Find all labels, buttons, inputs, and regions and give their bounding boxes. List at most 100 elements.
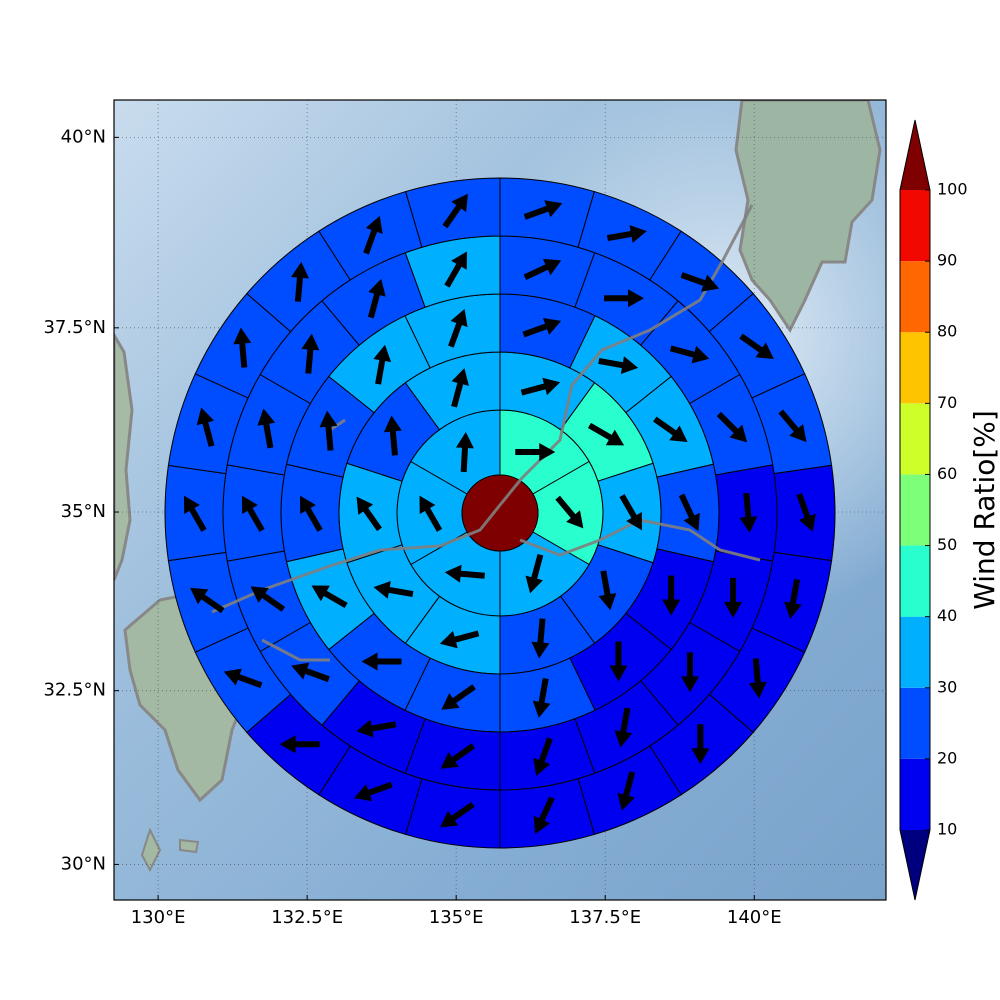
wind-arrow — [598, 356, 639, 375]
wind-arrow — [291, 662, 330, 683]
wind-arrow — [619, 494, 642, 531]
land-islands — [140, 827, 200, 873]
wind-arrow — [678, 493, 700, 532]
colorbar-tick-label: 70 — [937, 393, 957, 412]
wind-arrow — [778, 409, 807, 443]
x-tick-label: 135°E — [429, 907, 484, 928]
wind-arrow — [300, 495, 323, 532]
wind-arrow — [451, 368, 469, 408]
colorbar-over — [900, 120, 930, 190]
wind-arrow — [190, 587, 225, 614]
colorbar-tick-label: 40 — [937, 606, 957, 625]
y-tick-label: 37.5°N — [43, 317, 106, 338]
wind-arrow — [442, 193, 468, 229]
wind-arrow — [598, 570, 617, 611]
colorbar-tick-label: 60 — [937, 464, 957, 483]
wind-arrow — [356, 496, 382, 532]
axis-labels: 130°E 132.5°E 135°E 137.5°E 140°E 30°N 32.5°N 3… — [43, 126, 781, 928]
wind-arrow — [523, 200, 563, 220]
wind-arrow — [440, 801, 475, 828]
colorbar-tick-label: 10 — [937, 820, 957, 839]
wind-arrow — [367, 278, 386, 319]
colorbar-tick-label: 80 — [937, 322, 957, 341]
wind-arrow — [653, 416, 688, 443]
wind-cell — [499, 177, 596, 248]
colorbar-segment — [900, 190, 930, 262]
wind-arrow — [739, 492, 758, 533]
wind-arrow — [533, 737, 553, 777]
wind-arrow — [515, 442, 556, 461]
wind-arrow — [525, 553, 544, 594]
wind-arrow — [279, 735, 320, 754]
wind-arrow — [523, 258, 562, 280]
wind-arrow — [363, 215, 383, 255]
y-tick-label: 30°N — [61, 853, 106, 874]
colorbar-tick-label: 100 — [937, 180, 968, 199]
wind-arrow — [439, 630, 480, 649]
y-tick-label: 35°N — [61, 501, 106, 522]
colorbar-segment — [900, 261, 930, 333]
wind-arrow — [242, 495, 265, 532]
colorbar-label: Wind Ratio[%] — [968, 410, 1000, 610]
wind-arrow — [373, 581, 414, 599]
wind-arrow — [301, 333, 320, 374]
wind-arrow — [784, 578, 802, 619]
colorbar-tick-label: 20 — [937, 748, 957, 767]
colorbar-under — [900, 830, 930, 900]
wind-arrow — [455, 431, 474, 473]
wind-arrow — [691, 724, 710, 765]
wind-arrow — [739, 333, 774, 360]
wind-arrow — [555, 495, 584, 529]
wind-arrow — [196, 407, 215, 447]
colorbar-segment — [900, 474, 930, 546]
wind-arrow — [354, 781, 393, 802]
colorbar-segment — [900, 687, 930, 759]
wind-arrow — [440, 743, 476, 769]
wind-arrow — [444, 251, 467, 288]
wind-arrow — [606, 225, 647, 243]
colorbar-tick-label: 30 — [937, 677, 957, 696]
wind-cell — [404, 778, 501, 849]
wind-arrow — [617, 771, 636, 811]
colorbar-segment — [900, 545, 930, 617]
wind-cells — [164, 177, 836, 849]
wind-arrow — [796, 493, 816, 532]
wind-arrow — [419, 495, 443, 532]
colorbar: 10 20 30 40 50 60 70 80 90 100 Wind Ratio[%] — [899, 119, 1000, 901]
x-tick-label: 130°E — [131, 907, 186, 928]
wind-arrow — [290, 261, 309, 302]
wind-arrow — [520, 377, 561, 396]
wind-arrow — [669, 345, 710, 364]
wind-arrow — [614, 707, 633, 748]
wind-arrow — [250, 586, 286, 612]
colorbar-tick-label: 90 — [937, 251, 957, 270]
wind-arrow — [587, 422, 625, 446]
colorbar-segment — [900, 758, 930, 830]
wind-arrow — [223, 668, 263, 689]
y-tick-label: 40°N — [61, 126, 106, 147]
wind-arrow — [311, 585, 348, 609]
wind-arrow — [441, 684, 476, 710]
y-tick-label: 32.5°N — [43, 680, 106, 701]
wind-arrow — [724, 577, 743, 618]
colorbar-tick-label: 50 — [937, 535, 957, 554]
wind-arrow — [184, 495, 207, 532]
land-korea — [114, 332, 134, 581]
wind-arrow — [533, 796, 555, 835]
wind-arrow — [383, 415, 402, 456]
wind-arrow — [604, 289, 644, 308]
colorbar-segment — [900, 403, 930, 475]
wind-arrow — [373, 344, 392, 385]
center-circle — [461, 474, 539, 552]
wind-arrow — [356, 719, 397, 738]
wind-arrows — [184, 193, 816, 835]
wind-arrow — [532, 678, 551, 718]
wind-arrow — [233, 327, 252, 368]
wind-arrow — [748, 658, 767, 699]
wind-arrow — [522, 317, 562, 338]
wind-arrow — [716, 411, 748, 443]
map-frame — [113, 99, 887, 901]
wind-arrow — [662, 575, 681, 616]
